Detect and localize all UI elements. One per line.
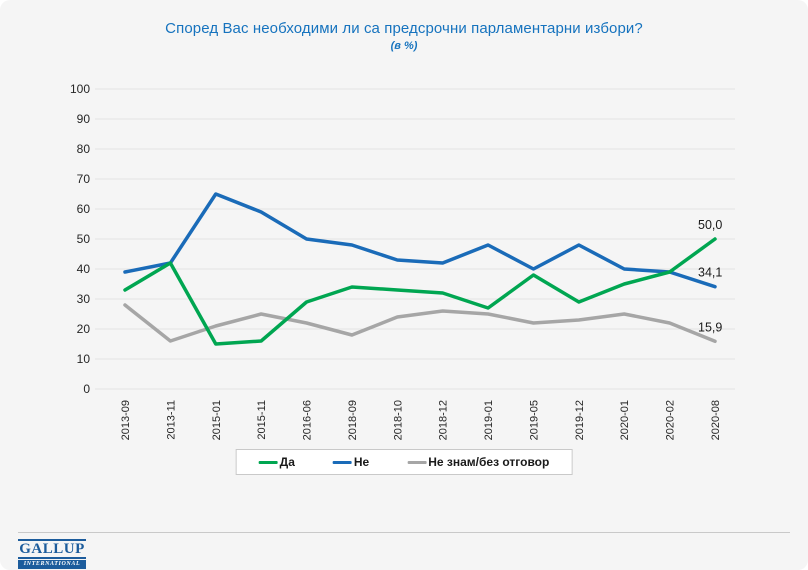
logo-under-line bbox=[18, 557, 86, 559]
x-tick-label: 2018-09 bbox=[347, 400, 359, 440]
x-tick-label: 2020-08 bbox=[710, 400, 722, 440]
series-line-2 bbox=[123, 303, 717, 344]
x-tick-label: 2015-11 bbox=[256, 400, 268, 440]
legend-dash-icon bbox=[332, 460, 352, 464]
y-tick-label: 60 bbox=[77, 202, 91, 216]
x-tick-label: 2019-01 bbox=[483, 400, 495, 440]
x-tick-label: 2013-09 bbox=[120, 400, 132, 440]
x-tick-label: 2013-11 bbox=[165, 400, 177, 440]
logo-top-line bbox=[18, 539, 86, 541]
x-tick-label: 2019-12 bbox=[574, 400, 586, 440]
chart-title: Според Вас необходими ли са предсрочни п… bbox=[165, 20, 643, 37]
gallup-logo: GALLUP INTERNATIONAL bbox=[18, 539, 86, 569]
series-end-label-0: 50,0 bbox=[698, 218, 722, 232]
y-tick-label: 100 bbox=[70, 82, 90, 96]
legend-label: Не знам/без отговор bbox=[428, 455, 550, 469]
x-tick-label: 2016-06 bbox=[302, 400, 314, 440]
legend-dash-icon bbox=[258, 460, 278, 464]
y-tick-label: 10 bbox=[77, 352, 91, 366]
y-tick-label: 70 bbox=[77, 172, 91, 186]
y-tick-label: 0 bbox=[83, 382, 90, 396]
series-line-1 bbox=[123, 192, 717, 289]
legend-item-0: Да bbox=[258, 455, 295, 469]
x-tick-label: 2020-02 bbox=[665, 400, 677, 440]
series-line-0 bbox=[123, 237, 717, 346]
legend-label: Не bbox=[353, 455, 370, 469]
y-tick-label: 90 bbox=[77, 112, 91, 126]
y-tick-label: 80 bbox=[77, 142, 91, 156]
footer-divider bbox=[18, 532, 790, 533]
series-end-label-2: 15,9 bbox=[698, 320, 722, 334]
legend-item-2: Не знам/без отговор bbox=[407, 455, 549, 469]
legend-item-1: Не bbox=[332, 455, 370, 469]
title-block: Според Вас необходими ли са предсрочни п… bbox=[0, 20, 808, 52]
logo-international-text: INTERNATIONAL bbox=[18, 560, 86, 569]
x-tick-label: 2015-01 bbox=[211, 400, 223, 440]
x-tick-label: 2020-01 bbox=[619, 400, 631, 440]
legend-dash-icon bbox=[407, 460, 427, 464]
series-end-label-1: 34,1 bbox=[698, 266, 722, 280]
y-tick-label: 30 bbox=[77, 292, 91, 306]
line-chart: 0 10 20 30 40 50 60 70 80 90 100 2013-09 2013-11 2015… bbox=[70, 82, 735, 440]
chart-subtitle: (в %) bbox=[390, 40, 418, 52]
chart-legend: Да Не Не знам/без отговор bbox=[235, 449, 573, 475]
y-tick-label: 40 bbox=[77, 262, 91, 276]
y-tick-label: 50 bbox=[77, 232, 91, 246]
legend-label: Да bbox=[279, 455, 295, 469]
x-tick-label: 2018-10 bbox=[392, 400, 404, 440]
x-tick-label: 2018-12 bbox=[438, 400, 450, 440]
y-tick-label: 20 bbox=[77, 322, 91, 336]
x-tick-label: 2019-05 bbox=[528, 400, 540, 440]
logo-gallup-text: GALLUP bbox=[19, 541, 85, 557]
